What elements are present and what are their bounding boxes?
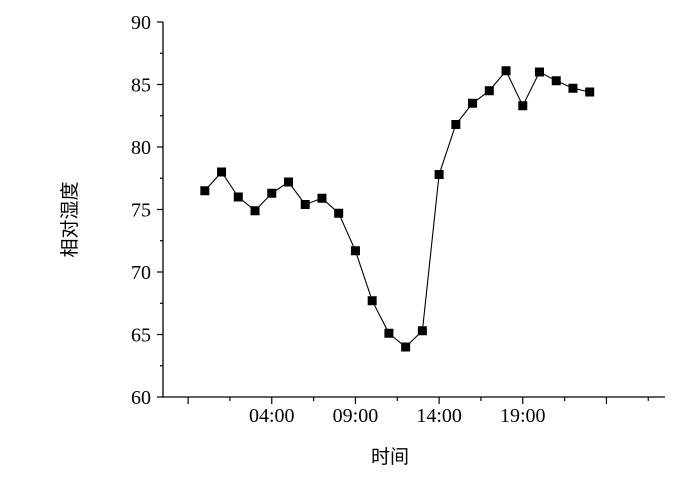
data-point xyxy=(384,328,394,338)
data-point xyxy=(233,192,243,202)
x-tick-label: 04:00 xyxy=(249,405,295,427)
data-point xyxy=(401,342,411,352)
data-point xyxy=(501,66,511,76)
y-tick-label: 80 xyxy=(131,137,151,159)
data-point xyxy=(217,167,227,177)
data-point xyxy=(468,98,478,108)
data-point xyxy=(551,76,561,86)
data-point xyxy=(367,296,377,306)
y-tick-label: 60 xyxy=(131,387,151,409)
data-point xyxy=(585,87,595,97)
data-point xyxy=(267,188,277,198)
data-point xyxy=(568,83,578,93)
x-tick-label: 19:00 xyxy=(500,405,546,427)
series-line xyxy=(204,69,590,348)
y-tick-label: 90 xyxy=(131,12,151,34)
data-point xyxy=(518,101,528,111)
data-point xyxy=(451,120,461,129)
y-tick-label: 75 xyxy=(131,200,151,222)
axes xyxy=(162,22,665,398)
data-point xyxy=(350,246,360,256)
y-tick-label: 65 xyxy=(131,325,151,347)
x-tick-label: 14:00 xyxy=(416,405,462,427)
x-axis-title: 时间 xyxy=(371,446,409,468)
x-tick-label: 09:00 xyxy=(333,405,379,427)
x-axis-ticks: 04:00 09:00 14:00 19:00 xyxy=(187,397,649,427)
y-tick-label: 85 xyxy=(131,75,151,97)
data-point xyxy=(434,170,444,179)
data-point xyxy=(334,208,344,218)
data-point xyxy=(535,67,544,77)
y-axis-ticks: 60 65 70 75 80 85 90 xyxy=(131,12,163,409)
data-point xyxy=(250,206,260,216)
data-point xyxy=(417,326,427,336)
data-point xyxy=(484,86,494,96)
y-tick-label: 70 xyxy=(131,262,151,284)
data-point xyxy=(317,193,327,203)
y-axis-title: 相对湿度 xyxy=(59,181,81,257)
plot-area xyxy=(200,66,595,352)
data-point xyxy=(284,177,293,187)
data-point xyxy=(300,200,310,209)
data-point xyxy=(200,186,210,196)
